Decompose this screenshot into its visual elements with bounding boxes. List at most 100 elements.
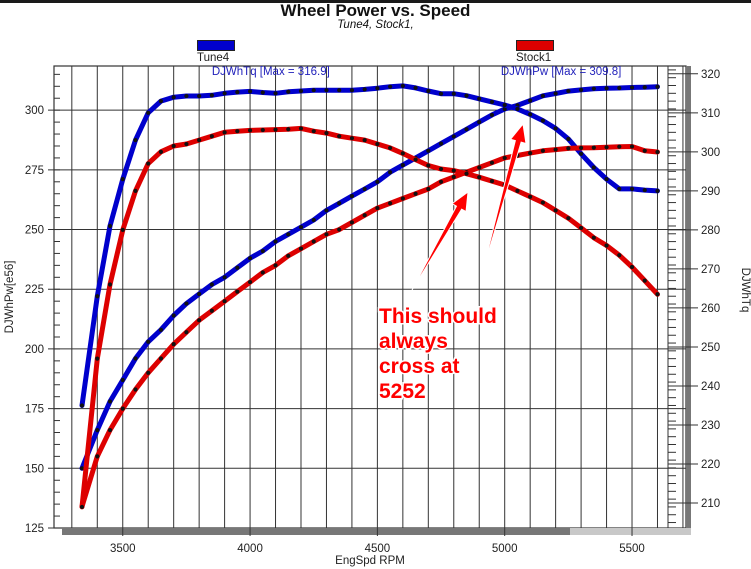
data-point <box>413 85 418 90</box>
chart-subtitle: Tune4, Stock1, <box>337 19 414 31</box>
data-point <box>617 144 622 149</box>
data-point <box>438 91 444 96</box>
data-point <box>400 162 405 168</box>
axes: 125 150 175 200 225 250 275 300 210 220 230 240 250 2… <box>4 66 751 567</box>
data-point <box>375 205 380 211</box>
legend-item-tune4[interactable]: Tune4 <box>197 40 235 64</box>
legend-item-stock1[interactable]: Stock1 <box>516 40 554 64</box>
legend-swatch-stock1 <box>516 40 554 51</box>
data-point <box>438 141 444 146</box>
y-right-tick-label: 270 <box>701 264 720 276</box>
x-tick-label: 4000 <box>237 543 263 555</box>
data-point <box>591 86 596 91</box>
data-point <box>413 157 418 162</box>
data-point <box>375 141 380 147</box>
series-max-label: DJWhTq [Max = 316.9] <box>212 66 330 78</box>
y-left-tick-label: 125 <box>25 523 44 535</box>
data-point <box>604 177 609 182</box>
data-point <box>642 187 647 193</box>
data-point <box>604 86 609 91</box>
data-point <box>95 356 100 361</box>
data-point <box>222 299 227 304</box>
data-point <box>120 227 125 232</box>
data-point <box>489 99 495 104</box>
data-point <box>311 239 316 244</box>
data-point <box>553 91 558 96</box>
data-point <box>553 147 558 152</box>
y-left-tick-label: 175 <box>25 404 44 416</box>
data-point <box>362 87 367 92</box>
y-left-tick-label: 250 <box>25 225 44 237</box>
data-point <box>133 138 138 143</box>
data-point <box>400 83 405 89</box>
data-point <box>298 126 304 131</box>
data-point <box>146 370 151 375</box>
data-point <box>209 282 214 287</box>
data-point <box>655 149 660 155</box>
data-point <box>324 88 329 93</box>
x-axis-band-watermark <box>570 528 691 535</box>
data-point <box>222 130 227 135</box>
data-point <box>158 149 164 154</box>
data-point <box>388 145 393 151</box>
data-point <box>375 179 380 184</box>
data-point <box>528 112 533 117</box>
data-point <box>286 89 291 94</box>
grid-lines <box>48 65 687 529</box>
data-point <box>184 93 189 99</box>
data-point <box>362 186 367 192</box>
data-point <box>540 200 545 205</box>
series-labels: DJWhTq [Max = 316.9] DJWhPw [Max = 309.8] <box>212 66 621 78</box>
y-right-tick-label: 310 <box>701 108 720 120</box>
data-point <box>362 138 367 143</box>
y-left-axis-title: DJWhPw[e56] <box>4 261 16 334</box>
y-right-tick-label: 220 <box>701 459 720 471</box>
data-point <box>107 282 113 287</box>
data-point <box>209 93 214 98</box>
data-point <box>515 106 520 112</box>
data-point <box>489 112 495 118</box>
x-tick-label: 4500 <box>365 543 391 555</box>
data-point <box>413 191 418 196</box>
data-point <box>591 235 596 240</box>
data-point <box>197 138 202 143</box>
data-point <box>553 208 558 213</box>
y-right-tick-label: 290 <box>701 186 720 198</box>
x-tick-label: 5000 <box>492 543 518 555</box>
data-point <box>540 118 545 123</box>
y-right-tick-label: 300 <box>701 147 720 159</box>
data-point <box>184 330 189 335</box>
y-right-axis-title: DJWhTq <box>739 268 751 313</box>
annotation-text-line: 5252 <box>379 380 426 403</box>
data-point <box>502 102 507 108</box>
data-point <box>133 387 138 392</box>
data-point <box>540 93 545 98</box>
series-line-tune4-torque <box>79 83 660 408</box>
annotation-text-line: always <box>379 330 448 353</box>
data-point <box>566 216 571 221</box>
data-point <box>146 339 151 344</box>
y-right-tick-label: 240 <box>701 381 720 393</box>
data-point <box>158 327 164 332</box>
data-point <box>120 377 125 383</box>
data-point <box>235 289 240 294</box>
data-point <box>655 292 660 297</box>
data-point <box>642 85 647 90</box>
data-point <box>388 84 393 89</box>
data-point <box>451 168 456 173</box>
data-point <box>629 85 635 90</box>
data-point <box>337 227 342 232</box>
data-point <box>171 313 176 318</box>
data-point <box>349 194 355 199</box>
data-point <box>489 160 495 165</box>
data-point <box>260 248 265 254</box>
data-point <box>247 89 253 94</box>
data-point <box>617 186 622 192</box>
data-point <box>235 265 240 270</box>
data-point <box>578 225 584 231</box>
data-point <box>273 127 278 132</box>
data-series <box>79 83 660 510</box>
data-point <box>79 504 85 510</box>
